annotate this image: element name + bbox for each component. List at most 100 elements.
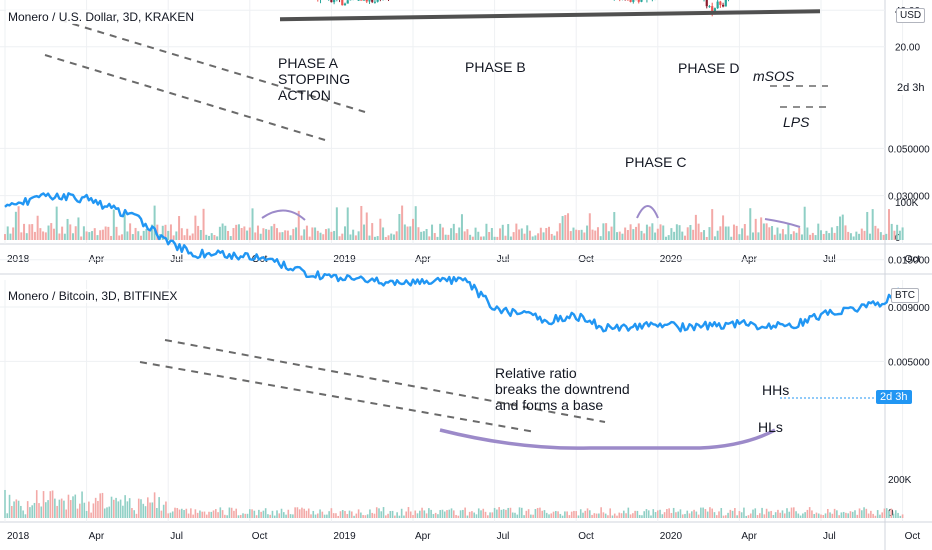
usd-volume-bar — [596, 227, 599, 240]
btc-volume-bar — [310, 514, 312, 518]
usd-volume-bar — [186, 228, 189, 240]
btc-volume-bar — [51, 490, 54, 518]
usd-volume-bar — [47, 225, 50, 240]
usd-volume-bar — [262, 228, 265, 240]
usd-volume-bar — [172, 235, 175, 240]
usd-volume-bar — [515, 223, 518, 240]
btc-volume-bar — [743, 507, 745, 518]
btc-volume-bar — [598, 513, 600, 518]
usd-volume-bar — [240, 228, 243, 240]
usd-volume-bar — [537, 233, 540, 240]
usd-volume-bar — [686, 227, 689, 240]
btc-volume-bar — [688, 513, 691, 518]
usd-volume-bar — [477, 231, 480, 240]
btc-volume-bar — [695, 511, 698, 518]
usd-volume-bar — [651, 223, 654, 240]
usd-volume-bar — [716, 230, 719, 240]
btc-volume-bar — [69, 500, 72, 518]
usd-volume-bar — [183, 235, 186, 240]
usd-volume-bar — [324, 229, 327, 240]
usd-volume-bar — [169, 224, 172, 240]
btc-volume-bar — [482, 508, 485, 518]
btc-volume-bar — [541, 510, 543, 518]
btc-volume-bar — [303, 508, 305, 518]
bottom-volume-label: 200K — [888, 475, 912, 486]
usd-volume-bar — [458, 227, 461, 240]
btc-volume-bar — [33, 502, 36, 518]
btc-volume-bar — [210, 511, 213, 518]
btc-volume-bar — [720, 508, 723, 518]
usd-volume-bar — [82, 226, 85, 240]
usd-volume-bar — [164, 224, 167, 240]
usd-volume-bar — [539, 227, 542, 240]
usd-volume-bar — [150, 224, 153, 240]
usd-volume-bar — [134, 227, 137, 240]
btc-volume-bar — [337, 515, 339, 518]
btc-volume-bar — [500, 509, 503, 518]
btc-volume-bar — [892, 513, 895, 518]
btc-volume-bar — [382, 507, 385, 518]
usd-volume-bar — [129, 223, 132, 240]
btc-volume-bar — [437, 514, 439, 518]
usd-volume-bar — [246, 230, 249, 240]
btc-volume-bar — [604, 513, 607, 518]
btc-volume-bar — [301, 507, 303, 518]
btc-volume-bar — [595, 513, 598, 518]
usd-volume-bar — [80, 236, 83, 240]
btc-volume-bar — [190, 508, 192, 518]
usd-volume-bar — [349, 234, 352, 240]
usd-volume-bar — [295, 227, 298, 240]
btc-volume-bar — [806, 509, 809, 518]
btc-volume-bar — [704, 509, 707, 518]
usd-volume-bar — [142, 230, 145, 240]
btc-volume-bar — [441, 509, 444, 518]
usd-volume-bar — [868, 233, 871, 240]
btc-volume-bar — [797, 513, 800, 518]
usd-candle — [341, 0, 344, 6]
btc-volume-bar — [525, 510, 528, 518]
btc-volume-bar — [559, 513, 562, 518]
btc-volume-bar — [668, 508, 670, 518]
btc-volume-bar — [149, 502, 151, 518]
top-unit-usd[interactable]: USD — [896, 8, 926, 23]
btc-volume-bar — [296, 507, 299, 518]
usd-volume-bar — [433, 233, 436, 240]
btc-volume-bar — [246, 513, 249, 518]
btc-volume-bar — [29, 507, 31, 518]
usd-volume-bar — [213, 235, 216, 240]
btc-volume-bar — [897, 512, 899, 518]
usd-volume-bar — [254, 232, 257, 240]
btc-volume-bar — [613, 513, 616, 518]
btc-volume-bar — [94, 497, 97, 518]
top-pane-legend: Monero / U.S. Dollar, 3D, KRAKEN — [6, 10, 197, 24]
usd-volume-bar — [406, 226, 409, 240]
btc-volume-bar — [217, 512, 219, 518]
btc-volume-bar — [17, 500, 20, 518]
usd-volume-bar — [635, 226, 638, 240]
usd-volume-bar — [425, 228, 428, 240]
btc-volume-bar — [582, 512, 584, 518]
usd-candle — [357, 0, 360, 1]
usd-volume-bar — [888, 209, 890, 240]
bottom-unit-btc[interactable]: BTC — [891, 288, 919, 303]
btc-volume-bar — [740, 512, 743, 518]
btc-volume-bar — [271, 510, 274, 518]
btc-volume-bar — [579, 509, 582, 518]
btc-volume-bar — [178, 509, 181, 518]
btc-volume-bar — [523, 515, 525, 518]
btc-volume-bar — [831, 513, 834, 518]
usd-volume-bar — [4, 234, 6, 240]
usd-volume-bar — [227, 230, 230, 240]
btc-volume-bar — [97, 500, 99, 518]
usd-volume-bar — [656, 228, 659, 240]
btc-volume-bar — [326, 514, 328, 518]
phase-b-text: PHASE B — [465, 59, 526, 75]
usd-volume-bar — [512, 232, 515, 240]
usd-volume-bar — [545, 228, 548, 240]
btc-volume-bar — [675, 512, 677, 518]
btc-volume-bar — [715, 515, 718, 518]
usd-volume-bar — [681, 231, 684, 240]
btc-volume-bar — [147, 497, 149, 518]
usd-volume-bar — [648, 226, 651, 240]
